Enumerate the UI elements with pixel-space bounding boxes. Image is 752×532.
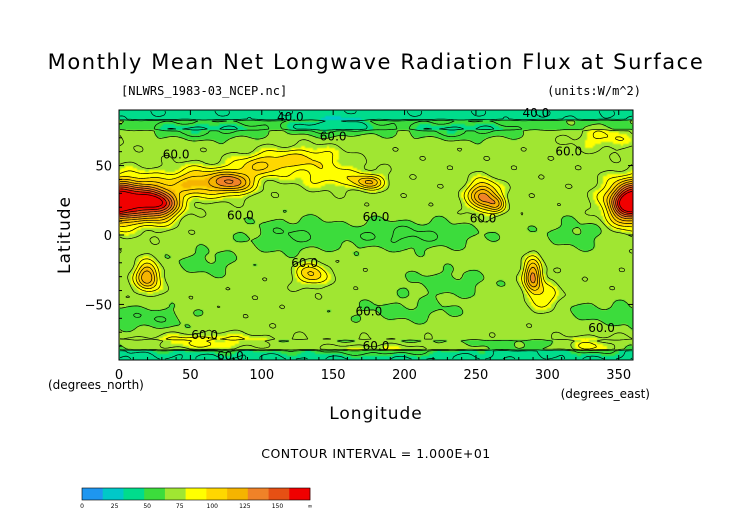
colorbar-segment [268, 488, 290, 500]
x-tick-label: 50 [182, 368, 199, 383]
contour-label: 60.0 [588, 321, 615, 335]
colorbar-segment [102, 488, 124, 500]
contour-labels: 40.0 40.0 60.0 60.0 60.0 60.0 60.0 60.0 60.0 60.0… [163, 106, 615, 363]
colorbar-label: ∞ [308, 503, 313, 510]
axis-ticks: 0 50 100 150 200 250 300 350 −50 0 50 [85, 110, 633, 383]
colorbar-segment [185, 488, 207, 500]
contour-interval-note: CONTOUR INTERVAL = 1.000E+01 [261, 446, 491, 461]
x-tick-label: 250 [464, 368, 489, 383]
contour-label: 60.0 [470, 211, 497, 225]
colorbar-segment [82, 488, 104, 500]
x-tick-label: 200 [392, 368, 417, 383]
y-tick-label: 50 [95, 160, 112, 175]
contour-label: 60.0 [356, 304, 383, 318]
contour-label: 60.0 [191, 328, 218, 342]
contour-path [119, 110, 633, 360]
contour-label: 60.0 [217, 349, 244, 363]
colorbar-segment [144, 488, 166, 500]
chart-title: Monthly Mean Net Longwave Radiation Flux… [48, 50, 705, 74]
x-tick-label: 100 [249, 368, 274, 383]
contour-lines [119, 110, 633, 360]
colorbar-label: 75 [176, 503, 184, 510]
x-tick-label: 150 [321, 368, 346, 383]
y-tick-label: 0 [104, 229, 112, 244]
contour-label: 40.0 [277, 110, 304, 124]
colorbar-label: 125 [239, 503, 251, 510]
x-unit-label: (degrees_east) [561, 387, 650, 401]
colorbar [81, 487, 311, 501]
x-tick-label: 0 [115, 368, 123, 383]
contour-label: 60.0 [363, 210, 390, 224]
colorbar-segment [247, 488, 269, 500]
x-tick-label: 300 [535, 368, 560, 383]
y-axis-label: Latitude [55, 196, 75, 274]
contour-label: 40.0 [523, 106, 550, 120]
colorbar-segment [123, 488, 145, 500]
x-axis-label: Longitude [329, 404, 423, 424]
contour-label: 60.0 [363, 339, 390, 353]
colorbar-label: 0 [80, 503, 84, 510]
y-unit-label: (degrees_north) [48, 378, 144, 392]
colorbar-label: 25 [111, 503, 119, 510]
colorbar-label: 100 [207, 503, 219, 510]
colorbar-frame [81, 487, 311, 501]
colorbar-labels: 0 25 50 75 100 125 150 ∞ [80, 503, 312, 510]
contour-label: 60.0 [555, 145, 582, 159]
colorbar-segment [289, 488, 311, 500]
contour-label: 60.0 [227, 209, 254, 223]
units-label: (units:W/m^2) [547, 84, 641, 98]
colorbar-segment [227, 488, 249, 500]
colorbar-label: 150 [272, 503, 284, 510]
colorbar-segment [164, 488, 186, 500]
y-tick-label: −50 [85, 298, 112, 313]
contour-label: 60.0 [320, 129, 347, 143]
file-label: [NLWRS_1983-03_NCEP.nc] [121, 84, 287, 98]
x-tick-label: 350 [606, 368, 631, 383]
contour-label: 60.0 [163, 147, 190, 161]
contour-label: 60.0 [291, 256, 318, 270]
colorbar-label: 50 [143, 503, 151, 510]
colorbar-segment [206, 488, 228, 500]
